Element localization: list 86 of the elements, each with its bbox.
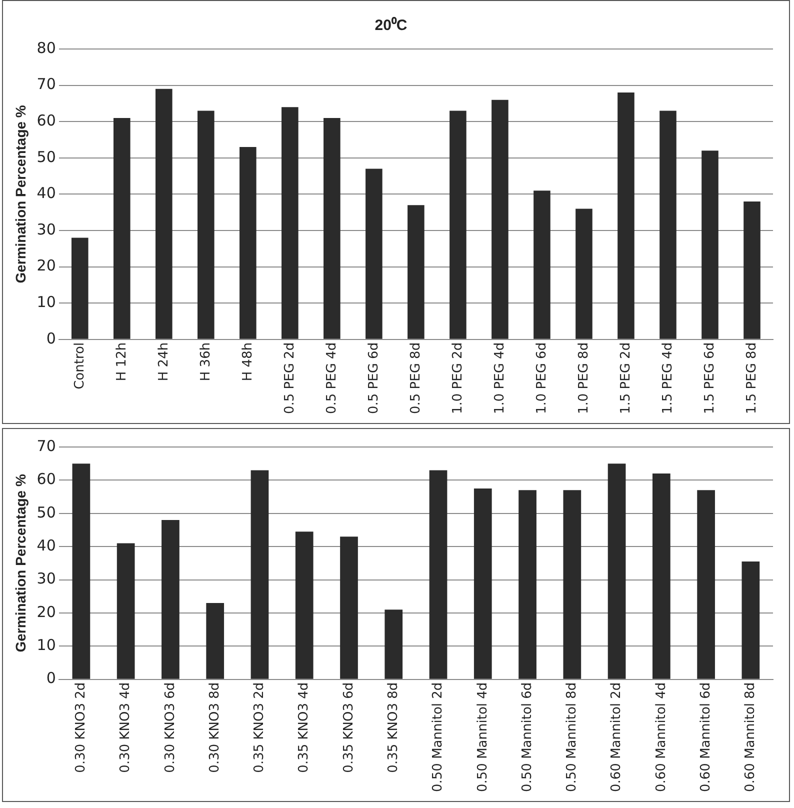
y-axis-title: Germination Percentage % xyxy=(12,474,28,652)
bar xyxy=(116,543,135,679)
x-tick-label: 1.5 PEG 2d xyxy=(618,342,634,414)
bar xyxy=(295,532,314,679)
y-tick-label: 20 xyxy=(36,256,56,275)
bar xyxy=(250,470,269,679)
x-tick-label: 0.5 PEG 6d xyxy=(366,342,382,414)
x-tick-label: 0.50 Mannitol 8d xyxy=(564,682,580,792)
chart-title: 20⁰C xyxy=(374,16,408,34)
bar xyxy=(618,92,634,339)
y-tick-label: 70 xyxy=(36,75,56,94)
bar xyxy=(534,190,550,339)
x-tick-label: 0.60 Mannitol 8d xyxy=(743,682,758,792)
x-tick-label: Control xyxy=(72,342,88,390)
x-tick-label: 1.0 PEG 2d xyxy=(450,342,466,414)
x-tick-label: 0.35 KNO3 8d xyxy=(386,682,401,773)
x-tick-label: 1.0 PEG 6d xyxy=(534,342,550,414)
x-tick-label: 0.35 KNO3 4d xyxy=(296,682,312,773)
x-tick-label: 1.5 PEG 6d xyxy=(702,342,718,414)
x-tick-label: 0.30 KNO3 6d xyxy=(162,682,178,773)
x-tick-label: 0.50 Mannitol 4d xyxy=(475,682,490,792)
y-tick-label: 10 xyxy=(36,293,56,311)
y-tick-label: 40 xyxy=(36,536,56,554)
x-tick-label: 0.5 PEG 8d xyxy=(408,342,424,414)
x-tick-label: 1.0 PEG 4d xyxy=(492,342,508,414)
bar xyxy=(340,536,358,679)
x-tick-label: H 36h xyxy=(198,342,214,382)
bar xyxy=(113,118,130,339)
x-tick-label: 0.35 KNO3 2d xyxy=(252,682,268,773)
bar xyxy=(71,238,88,339)
bar xyxy=(450,110,466,339)
x-tick-label: 0.50 Mannitol 2d xyxy=(430,682,446,792)
x-tick-label: H 24h xyxy=(156,342,172,382)
bar xyxy=(702,150,718,339)
x-tick-label: H 12h xyxy=(114,342,130,382)
bar xyxy=(518,490,536,679)
y-tick-label: 50 xyxy=(36,148,56,166)
x-tick-label: 1.0 PEG 8d xyxy=(576,342,592,414)
x-tick-label: 0.5 PEG 2d xyxy=(282,342,298,414)
bar xyxy=(162,520,180,679)
y-tick-label: 0 xyxy=(46,669,56,688)
bar xyxy=(156,88,172,339)
y-tick-label: 60 xyxy=(36,470,56,488)
bar xyxy=(206,602,224,679)
bar xyxy=(492,100,508,339)
bar xyxy=(408,205,424,339)
y-tick-label: 80 xyxy=(36,38,56,57)
x-tick-label: 0.30 KNO3 2d xyxy=(74,682,89,773)
y-tick-label: 0 xyxy=(46,329,56,348)
x-tick-label: 0.50 Mannitol 6d xyxy=(520,682,535,792)
bar xyxy=(474,488,492,679)
bar xyxy=(72,464,90,679)
bar xyxy=(744,201,760,339)
y-tick-label: 10 xyxy=(36,636,56,654)
x-tick-label: 0.30 KNO3 8d xyxy=(207,682,222,773)
bar xyxy=(697,490,715,679)
y-tick-label: 50 xyxy=(36,503,56,522)
x-tick-label: 0.60 Mannitol 2d xyxy=(609,682,624,792)
bar xyxy=(608,464,626,679)
y-tick-label: 60 xyxy=(36,111,56,130)
x-tick-label: 0.35 KNO3 6d xyxy=(341,682,356,773)
x-tick-label: 1.5 PEG 8d xyxy=(744,342,760,414)
bar xyxy=(563,490,582,679)
x-tick-label: 0.5 PEG 4d xyxy=(324,342,340,414)
y-axis-title: Germination Percentage % xyxy=(12,104,28,284)
bar xyxy=(660,110,676,339)
bar xyxy=(282,107,298,339)
y-tick-label: 20 xyxy=(36,602,56,621)
y-tick-label: 40 xyxy=(36,184,56,202)
x-tick-label: 1.5 PEG 4d xyxy=(660,342,676,414)
bar xyxy=(652,474,670,679)
bar xyxy=(240,147,256,339)
bar xyxy=(366,168,382,339)
x-tick-label: H 48h xyxy=(240,342,256,382)
bar xyxy=(198,110,214,339)
bar xyxy=(576,208,592,339)
bar xyxy=(384,610,403,679)
x-tick-label: 0.60 Mannitol 4d xyxy=(654,682,669,792)
y-tick-label: 30 xyxy=(36,220,56,238)
bar xyxy=(742,562,760,679)
bar xyxy=(429,470,448,679)
y-tick-label: 70 xyxy=(36,436,56,455)
x-tick-label: 0.30 KNO3 4d xyxy=(118,682,134,773)
bar xyxy=(324,118,340,339)
x-tick-label: 0.60 Mannitol 6d xyxy=(698,682,714,792)
y-tick-label: 30 xyxy=(36,570,56,588)
